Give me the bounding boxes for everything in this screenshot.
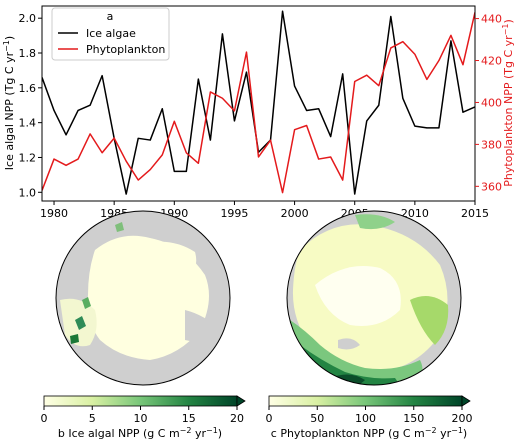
left-y-tick-label: 1.0 <box>19 186 37 199</box>
land-mask <box>185 310 220 342</box>
axes-box <box>41 5 476 202</box>
series-lines <box>42 10 475 195</box>
colorbar-tick-label: 20 <box>230 412 244 425</box>
legend-box <box>51 7 170 61</box>
colorbar-tick-label: 50 <box>310 412 324 425</box>
colorbar-ticks: 0 5 10 15 20 <box>41 406 244 425</box>
colorbar-tick-label: 0 <box>41 412 48 425</box>
series-line-phytoplankton <box>42 12 475 194</box>
high-npp-region <box>410 296 449 345</box>
left-y-tick-label: 2.0 <box>19 12 37 25</box>
map-ice-algal-npp <box>55 210 231 386</box>
ocean-field <box>140 241 197 275</box>
x-tick-label: 2000 <box>281 207 309 220</box>
colorbar-extend-arrow <box>236 395 246 407</box>
legend-label-ice-algae: Ice algae <box>86 27 136 40</box>
left-y-tick-label: 1.8 <box>19 47 37 60</box>
left-y-tick-label: 1.4 <box>19 117 37 130</box>
legend: a Ice algae Phytoplankton <box>51 7 170 61</box>
panel-label-a: a <box>107 10 114 23</box>
x-tick-label: 2015 <box>461 207 489 220</box>
high-npp-patch <box>75 316 86 330</box>
x-tick-label: 1980 <box>40 207 68 220</box>
left-y-axis-label: Ice algal NPP (Tg C yr−1) <box>2 36 16 170</box>
right-y-axis: 360 380 400 420 440 <box>475 13 502 193</box>
high-npp-patch <box>70 334 79 344</box>
colorbar-ticks: 0 50 100 150 200 <box>266 406 473 425</box>
high-npp-region <box>355 214 395 230</box>
left-y-axis: 1.0 1.2 1.4 1.6 1.8 2.0 <box>19 12 42 199</box>
left-y-tick-label: 1.2 <box>19 151 37 164</box>
land-mask <box>338 338 360 350</box>
colorbar-gradient <box>43 395 238 407</box>
colorbar-tick-label: 200 <box>452 412 473 425</box>
right-y-tick-label: 440 <box>481 13 502 26</box>
map-phytoplankton-npp <box>286 210 462 386</box>
x-tick-label: 2010 <box>401 207 429 220</box>
right-y-tick-label: 420 <box>481 55 502 68</box>
colorbar-tick-label: 10 <box>134 412 148 425</box>
right-y-tick-label: 380 <box>481 138 502 151</box>
high-npp-patch <box>82 297 91 309</box>
x-tick-label: 1995 <box>220 207 248 220</box>
timeseries-panel: 19801985199019952000200520102015 1.01.21… <box>2 5 515 220</box>
right-y-tick-label: 400 <box>481 96 502 109</box>
colorbar-tick-label: 5 <box>89 412 96 425</box>
colorbar-tick-label: 0 <box>266 412 273 425</box>
colorbar-ice-algal-npp: 0 5 10 15 20 b Ice algal NPP (g C m−2 yr−1) <box>41 395 246 440</box>
map-outline <box>286 210 462 386</box>
colorbar-phytoplankton-npp: 0 50 100 150 200 c Phytoplankton NPP (g C m−… <box>266 395 473 440</box>
map-outline <box>55 210 231 386</box>
colorbar-tick-label: 100 <box>355 412 376 425</box>
x-axis: 19801985199019952000200520102015 <box>40 201 489 220</box>
colorbar-tick-label: 150 <box>403 412 424 425</box>
ocean-field <box>315 266 401 326</box>
right-y-axis-label: Phytoplankton NPP (Tg C yr−1) <box>501 19 515 187</box>
colorbar-extend-arrow <box>461 395 471 407</box>
colorbar-tick-label: 15 <box>182 412 196 425</box>
colorbar-gradient <box>268 395 463 407</box>
high-npp-patch <box>115 222 124 232</box>
legend-label-phytoplankton: Phytoplankton <box>86 43 165 56</box>
colorbar-label-b: b Ice algal NPP (g C m−2 yr−1) <box>58 426 222 440</box>
left-y-tick-label: 1.6 <box>19 82 37 95</box>
right-y-tick-label: 360 <box>481 180 502 193</box>
colorbar-label-c: c Phytoplankton NPP (g C m−2 yr−1) <box>271 426 467 440</box>
